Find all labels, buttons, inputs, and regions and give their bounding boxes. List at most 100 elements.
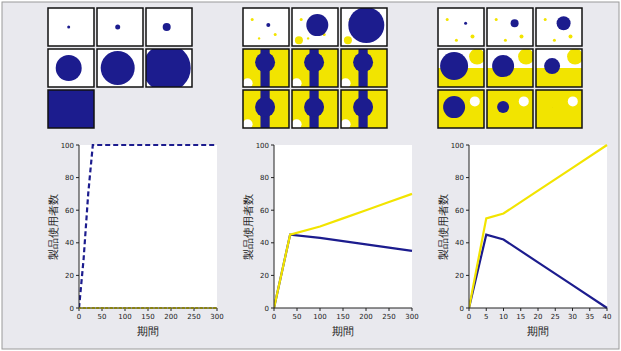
snapshot (487, 8, 533, 46)
snapshot-ground (97, 49, 143, 87)
blob (348, 8, 384, 43)
blob (292, 78, 302, 87)
snapshot (48, 8, 94, 46)
snapshot-frame (146, 49, 192, 87)
y-tick-label: 40 (65, 239, 74, 247)
x-tick-label: 200 (164, 313, 177, 321)
blob (504, 39, 507, 42)
snapshot-frame (292, 90, 338, 128)
snapshot-frame (341, 49, 387, 87)
snapshot-frame (48, 8, 94, 46)
blob (544, 58, 560, 74)
y-tick-label: 100 (256, 142, 269, 150)
snapshot-frame (243, 90, 289, 128)
y-axis-title: 製品使用者数 (47, 194, 60, 260)
y-tick-label: 80 (65, 174, 74, 182)
snapshot-ground (97, 8, 143, 46)
marks (274, 194, 412, 308)
y-axis (274, 145, 275, 308)
snapshot-frame (536, 8, 582, 46)
blob (146, 49, 191, 87)
blob (307, 37, 309, 39)
snapshot-frame (487, 90, 533, 128)
snapshot-frame (97, 8, 143, 46)
snapshot (341, 90, 387, 128)
snapshot (536, 90, 582, 128)
background (2, 2, 619, 349)
blob (304, 52, 324, 72)
snapshot-ground (292, 8, 338, 46)
x-axis-title: 期間 (332, 325, 354, 338)
y-tick-label: 60 (65, 207, 74, 215)
x-axis (79, 308, 217, 309)
snapshot (536, 8, 582, 46)
snapshot (48, 90, 94, 128)
y-tick-label: 0 (460, 305, 464, 313)
x-tick-label: 20 (534, 313, 543, 321)
snapshot (97, 8, 143, 46)
blob (519, 96, 529, 106)
snapshot (438, 49, 484, 87)
x-tick-label: 0 (272, 313, 276, 321)
y-tick-label: 80 (455, 174, 464, 182)
snapshot-frame (438, 90, 484, 128)
blob (568, 96, 578, 106)
snapshot-frame (438, 49, 484, 87)
snapshot (243, 90, 289, 128)
y-tick-label: 100 (451, 142, 464, 150)
snapshot (146, 8, 192, 46)
x-tick-label: 40 (603, 313, 612, 321)
blob (544, 18, 547, 21)
blob (471, 35, 475, 39)
snapshot (292, 90, 338, 128)
snapshot-frame (487, 8, 533, 46)
blob (341, 119, 351, 128)
blob (567, 49, 582, 65)
x-tick-label: 250 (187, 313, 200, 321)
plot-area (274, 145, 412, 308)
figure: 020406080100050100150200250300製品使用者数期間02… (0, 0, 621, 351)
blob (557, 16, 571, 30)
blob (243, 119, 253, 128)
blob (300, 18, 303, 21)
x-tick-label: 150 (336, 313, 349, 321)
x-axis (274, 308, 412, 309)
blob (56, 55, 82, 81)
blob (304, 97, 324, 117)
snapshot-frame (438, 8, 484, 46)
blob (443, 96, 465, 118)
snapshot (243, 49, 289, 87)
x-tick-label: 5 (484, 313, 488, 321)
blob (446, 18, 449, 21)
snapshot-ground (146, 8, 192, 46)
y-tick-label: 20 (260, 272, 269, 280)
x-tick-label: 25 (551, 313, 560, 321)
snapshot (243, 8, 289, 46)
x-tick-label: 100 (313, 313, 326, 321)
snapshot-frame (48, 90, 94, 128)
blob (569, 35, 573, 39)
blob (520, 35, 524, 39)
snapshot-ground (487, 90, 533, 128)
blob (518, 49, 533, 65)
y-tick-label: 100 (61, 142, 74, 150)
snapshot-frame (536, 90, 582, 128)
y-axis-title: 製品使用者数 (437, 194, 450, 260)
x-tick-label: 10 (499, 313, 508, 321)
snapshot-ground (438, 8, 484, 46)
y-axis (79, 145, 80, 308)
marks (469, 145, 607, 308)
line-chart: 020406080100050100150200250300製品使用者数期間 (47, 142, 224, 339)
line-chart: 020406080100050100150200250300製品使用者数期間 (242, 142, 419, 339)
y-tick-label: 20 (65, 272, 74, 280)
blob (536, 68, 582, 87)
snapshot-ground (48, 90, 94, 128)
blob (67, 26, 70, 29)
y-tick-label: 20 (455, 272, 464, 280)
snapshot-ground (536, 8, 582, 46)
snapshot (292, 49, 338, 87)
x-axis-title: 期間 (527, 325, 549, 338)
snapshot-frame (146, 8, 192, 46)
snapshot-ground (243, 8, 289, 46)
blob (464, 22, 467, 25)
